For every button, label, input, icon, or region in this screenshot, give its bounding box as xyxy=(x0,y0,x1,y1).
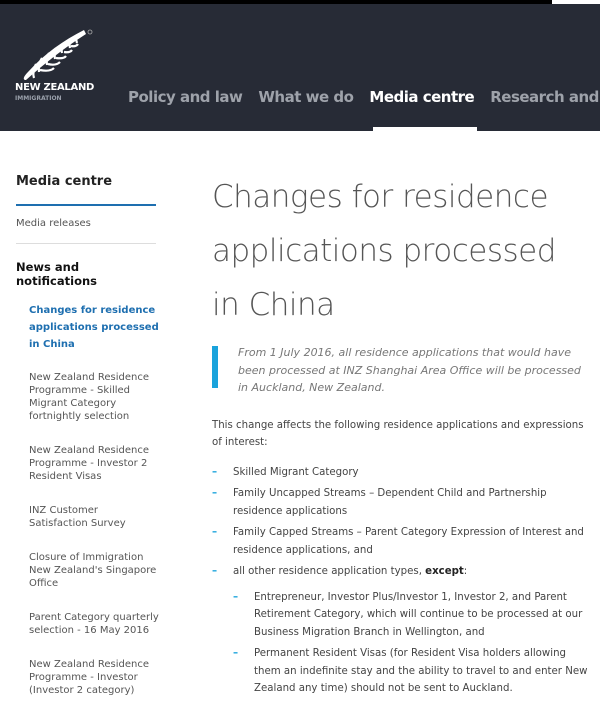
sidebar-title[interactable]: Media centre xyxy=(16,174,113,189)
sub-list-item: – Entrepreneur, Investor Plus/Investor 1,… xyxy=(233,589,592,642)
list-item: – all other residence application types, … xyxy=(212,563,592,698)
sidebar-news-list: Changes for residence applications proce… xyxy=(29,302,159,697)
colon: : xyxy=(463,566,468,577)
dash-icon: – xyxy=(212,527,218,538)
nav-what-we-do[interactable]: What we do xyxy=(258,88,354,106)
exception-list: – Entrepreneur, Investor Plus/Investor 1,… xyxy=(233,589,592,698)
logo-subtitle: IMMIGRATION xyxy=(15,95,62,102)
quote-bar xyxy=(212,346,218,388)
active-nav-indicator xyxy=(373,127,477,131)
sidebar-item-current[interactable]: Changes for residence applications proce… xyxy=(29,305,159,350)
lead-quote: From 1 July 2016, all residence applicat… xyxy=(212,344,592,397)
article: Changes for residence applications proce… xyxy=(212,170,592,702)
dash-icon: – xyxy=(212,566,218,577)
dash-icon: – xyxy=(212,488,218,499)
nav-policy-and-law[interactable]: Policy and law xyxy=(128,88,243,106)
list-item: – Family Capped Streams – Parent Category… xyxy=(212,524,592,559)
sidebar-news-heading[interactable]: News and notifications xyxy=(16,260,97,288)
sidebar-item[interactable]: New Zealand Residence Programme - Invest… xyxy=(29,659,150,696)
nav-research[interactable]: Research and xyxy=(490,88,599,106)
sidebar-item-media-releases[interactable]: Media releases xyxy=(16,218,91,229)
sub-list-item-text: Entrepreneur, Investor Plus/Investor 1, … xyxy=(254,591,583,638)
divider xyxy=(16,204,156,206)
list-item-text: all other residence application types, xyxy=(233,566,426,577)
except-label: except xyxy=(425,566,464,577)
sidebar-item[interactable]: INZ Customer Satisfaction Survey xyxy=(29,505,126,529)
intro-paragraph: This change affects the following reside… xyxy=(212,419,584,449)
nav-media-centre[interactable]: Media centre xyxy=(369,88,475,106)
list-item-text: Skilled Migrant Category xyxy=(233,466,359,478)
sidebar-item[interactable]: Parent Category quarterly selection - 16… xyxy=(29,612,159,636)
dash-icon: – xyxy=(233,648,239,659)
sidebar-item[interactable]: New Zealand Residence Programme - Invest… xyxy=(29,445,150,482)
logo-name: NEW ZEALAND xyxy=(15,82,95,93)
quote-text: From 1 July 2016, all residence applicat… xyxy=(238,346,581,394)
main-nav: Policy and law What we do Media centre R… xyxy=(128,88,600,106)
divider xyxy=(16,243,156,244)
site-header: NEW ZEALAND IMMIGRATION Policy and law W… xyxy=(0,4,600,131)
affected-list: – Skilled Migrant Category – Family Uncapp… xyxy=(212,464,592,698)
page-title: Changes for residence applications proce… xyxy=(212,179,556,323)
dash-icon: – xyxy=(212,466,218,478)
dash-icon: – xyxy=(233,591,239,603)
sidebar-item[interactable]: New Zealand Residence Programme - Skille… xyxy=(29,372,150,422)
list-item-text: Family Capped Streams – Parent Category … xyxy=(233,527,584,556)
sidebar-item[interactable]: Closure of Immigration New Zealand's Sin… xyxy=(29,552,157,589)
silver-fern-logo-icon[interactable] xyxy=(14,26,94,106)
list-item: – Family Uncapped Streams – Dependent Chi… xyxy=(212,485,592,520)
sidebar: Media centre Media releases News and not… xyxy=(16,174,159,718)
sub-list-item: – Permanent Resident Visas (for Resident … xyxy=(233,645,592,698)
top-strip xyxy=(0,0,552,4)
list-item: – Skilled Migrant Category xyxy=(212,464,592,482)
sub-list-item-text: Permanent Resident Visas (for Resident V… xyxy=(254,648,588,694)
list-item-text: Family Uncapped Streams – Dependent Chil… xyxy=(233,488,547,517)
